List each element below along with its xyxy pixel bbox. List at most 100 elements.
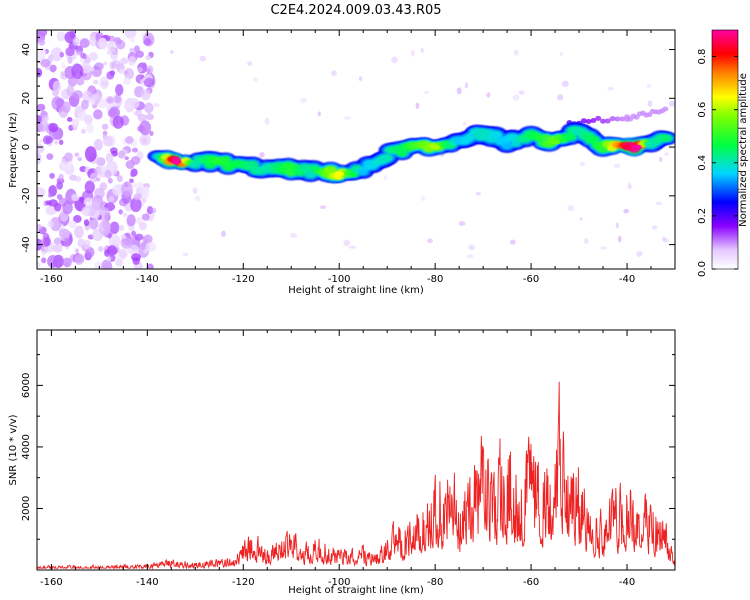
spectrogram-y-tick-label: -40 — [21, 236, 32, 252]
background-speckle — [560, 51, 564, 57]
noise-speckle — [45, 205, 57, 216]
snr-frame — [36, 329, 676, 571]
background-speckle — [607, 86, 614, 91]
noise-speckle — [69, 30, 76, 39]
background-speckle — [627, 184, 632, 190]
background-speckle — [247, 61, 253, 66]
background-speckle — [618, 235, 622, 243]
spectrogram-panel: -160 -140 -120 -100 -80 -60 -40 -40 -20 0 20 40 He… — [8, 29, 676, 296]
background-speckle — [655, 201, 663, 206]
noise-speckle — [80, 99, 89, 110]
noise-speckle — [66, 117, 73, 122]
background-speckle — [636, 250, 643, 257]
background-speckle — [557, 94, 564, 101]
noise-speckle — [105, 95, 115, 105]
noise-speckle — [61, 62, 66, 69]
background-speckle — [509, 239, 516, 245]
background-speckle — [153, 102, 160, 108]
spectrogram-frame — [36, 29, 676, 270]
background-speckle — [513, 49, 519, 56]
background-speckle — [343, 239, 351, 247]
colorbar-label: Normalized spectral amplitude — [738, 73, 749, 227]
noise-speckle — [37, 68, 43, 78]
noise-speckle — [104, 169, 112, 179]
noise-speckle — [117, 150, 126, 159]
background-speckle — [662, 236, 666, 242]
noise-speckle — [53, 237, 62, 245]
noise-speckle — [50, 216, 62, 232]
colorbar-tick-label: 0.0 — [697, 261, 708, 277]
noise-speckle — [131, 253, 141, 262]
snr-x-tick-label: -100 — [328, 577, 351, 588]
background-speckle — [192, 187, 198, 194]
noise-speckle — [90, 98, 96, 105]
noise-speckle — [122, 212, 128, 218]
noise-speckle — [143, 237, 149, 244]
noise-speckle — [145, 55, 152, 61]
background-speckle — [426, 238, 434, 244]
background-speckle — [456, 87, 462, 95]
noise-speckle — [83, 207, 91, 214]
upper-trace-blob — [595, 115, 602, 121]
spectrogram-x-tick-label: -60 — [523, 274, 539, 285]
noise-speckle — [145, 113, 154, 121]
background-speckle — [646, 83, 652, 89]
noise-speckle — [143, 38, 152, 46]
noise-speckle — [88, 51, 98, 61]
upper-trace-blob — [580, 118, 587, 124]
noise-speckle — [98, 219, 111, 236]
noise-speckle — [91, 200, 100, 212]
spectrogram-x-tick-label: -80 — [427, 274, 443, 285]
noise-speckle — [38, 39, 46, 46]
noise-speckle — [143, 77, 155, 88]
snr-y-axis: 2000 4000 6000 — [21, 354, 675, 540]
noise-speckle — [133, 193, 142, 201]
noise-speckle — [93, 109, 103, 120]
ridge-blob — [381, 153, 394, 162]
noise-speckle — [140, 89, 151, 101]
colorbar: 0.0 0.2 0.4 0.6 0.8 Normalized spectral ampl… — [697, 29, 749, 277]
background-speckle — [319, 205, 327, 209]
background-speckle — [423, 90, 430, 95]
noise-speckle — [120, 234, 127, 240]
background-speckle — [623, 208, 630, 214]
background-speckle — [468, 244, 475, 251]
snr-panel: -160 -140 -120 -100 -80 -60 -40 2000 4000 6000 H… — [8, 329, 676, 596]
colorbar-frame — [711, 29, 739, 270]
background-speckle — [358, 76, 363, 82]
noise-speckle — [98, 37, 108, 50]
snr-x-tick-label: -60 — [523, 577, 539, 588]
snr-plot-area — [37, 381, 675, 570]
noise-speckle — [43, 236, 51, 247]
background-speckle — [458, 221, 466, 226]
background-speckle — [615, 222, 619, 229]
background-speckle — [583, 238, 589, 244]
noise-speckle — [41, 257, 47, 264]
noise-speckle — [81, 128, 86, 134]
noise-speckle — [120, 237, 133, 249]
noise-speckle — [71, 118, 80, 128]
colorbar-ticks: 0.0 0.2 0.4 0.6 0.8 — [697, 49, 738, 277]
noise-speckle — [141, 213, 150, 221]
noise-speckle — [37, 152, 42, 165]
noise-speckle — [133, 45, 140, 54]
noise-speckle — [107, 109, 118, 118]
noise-speckle — [65, 46, 75, 57]
noise-speckle — [104, 249, 111, 257]
noise-speckle — [106, 264, 113, 269]
spectrogram-x-tick-label: -160 — [40, 274, 63, 285]
noise-speckle — [51, 89, 59, 97]
background-speckle — [383, 175, 388, 180]
noise-speckle — [123, 70, 129, 75]
noise-speckle — [115, 39, 126, 50]
snr-y-tick-label: 4000 — [21, 434, 32, 459]
ridge-blob — [396, 149, 408, 157]
background-speckle — [199, 55, 207, 62]
snr-y-tick-label: 6000 — [21, 373, 32, 398]
background-speckle — [264, 117, 270, 125]
noise-speckle — [38, 139, 43, 143]
snr-y-tick-label: 2000 — [21, 496, 32, 521]
background-speckle — [664, 152, 669, 156]
spectrogram-x-tick-label: -40 — [619, 274, 635, 285]
